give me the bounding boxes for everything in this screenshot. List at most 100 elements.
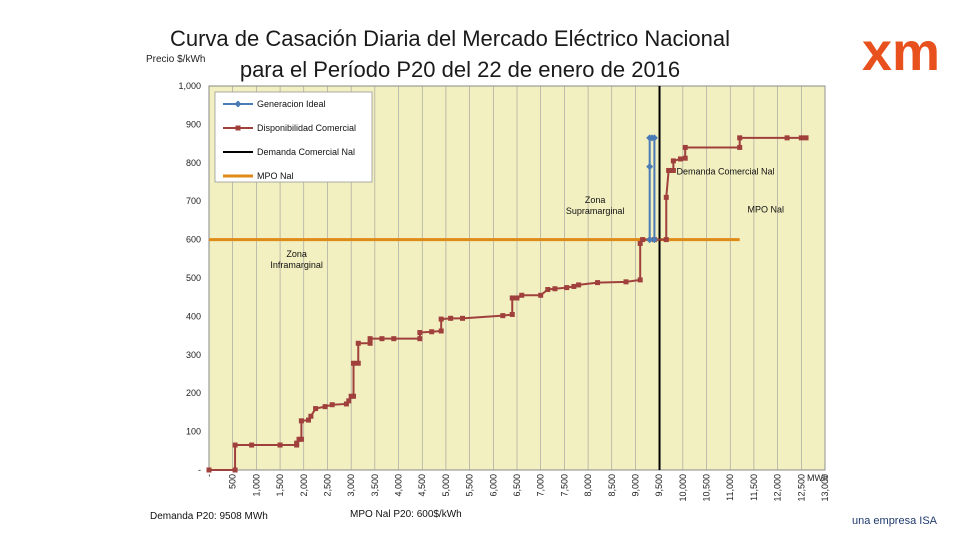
data-point-disponibilidad-comercial [346, 398, 352, 404]
data-point-disponibilidad-comercial [438, 328, 444, 334]
chart-title-line2: para el Período P20 del 22 de enero de 2… [239, 57, 681, 82]
data-point-disponibilidad-comercial [500, 313, 506, 319]
data-point-disponibilidad-comercial [429, 329, 435, 335]
data-point-generacion-ideal [650, 236, 658, 244]
data-point-disponibilidad-comercial [206, 467, 212, 473]
y-tick-label: 600 [186, 235, 201, 245]
data-point-disponibilidad-comercial [595, 280, 601, 286]
x-tick-label: 500 [228, 474, 238, 489]
legend-label-demanda-comercial-nal: Demanda Comercial Nal [257, 147, 355, 157]
legend-marker-generacion-ideal [234, 100, 242, 108]
data-point-disponibilidad-comercial [322, 404, 328, 410]
data-point-disponibilidad-comercial [232, 442, 238, 448]
x-tick-label: 1,500 [275, 474, 285, 497]
data-point-disponibilidad-comercial [277, 442, 283, 448]
data-point-disponibilidad-comercial [460, 315, 466, 321]
x-tick-label: - [204, 474, 214, 477]
legend-label-disponibilidad-comercial: Disponibilidad Comercial [257, 123, 356, 133]
x-tick-label: 2,500 [322, 474, 332, 497]
data-point-disponibilidad-comercial [306, 417, 312, 423]
y-tick-label: 100 [186, 427, 201, 437]
data-point-disponibilidad-comercial [329, 402, 335, 408]
xm-logo-text: xm [862, 22, 940, 82]
annotation-zona-supramarginal-line2: Supramarginal [566, 206, 625, 216]
x-tick-label: 13,000 [820, 474, 830, 502]
data-point-disponibilidad-comercial [637, 240, 643, 246]
annotation-mpo-nal: MPO Nal [748, 205, 785, 215]
data-point-disponibilidad-comercial [677, 156, 683, 162]
data-point-disponibilidad-comercial [552, 286, 558, 292]
data-point-disponibilidad-comercial [298, 436, 304, 442]
chart-title-line1: Curva de Casación Diaria del Mercado Elé… [169, 26, 731, 51]
data-point-disponibilidad-comercial [682, 155, 688, 161]
data-point-disponibilidad-comercial [308, 413, 314, 419]
data-point-disponibilidad-comercial [417, 336, 423, 342]
data-point-disponibilidad-comercial [545, 287, 551, 293]
data-point-disponibilidad-comercial [666, 167, 672, 173]
data-point-disponibilidad-comercial [298, 418, 304, 424]
legend-marker-disponibilidad-comercial [235, 125, 241, 131]
data-point-disponibilidad-comercial [538, 292, 544, 298]
x-tick-label: 7,000 [536, 474, 546, 497]
x-tick-label: 3,500 [370, 474, 380, 497]
data-point-disponibilidad-comercial [313, 406, 319, 412]
legend-label-generacion-ideal: Generacion Ideal [257, 99, 326, 109]
data-point-disponibilidad-comercial [379, 336, 385, 342]
x-tick-label: 5,500 [465, 474, 475, 497]
x-tick-label: 11,500 [749, 474, 759, 501]
data-point-disponibilidad-comercial [417, 330, 423, 336]
data-point-disponibilidad-comercial [803, 135, 809, 141]
data-point-disponibilidad-comercial [294, 440, 300, 446]
data-point-disponibilidad-comercial [351, 360, 357, 366]
xm-logo: xm [862, 22, 940, 82]
data-point-disponibilidad-comercial [670, 158, 676, 164]
data-point-disponibilidad-comercial [514, 295, 520, 301]
x-tick-label: 10,500 [702, 474, 712, 502]
x-tick-label: 12,500 [796, 474, 806, 502]
x-tick-label: 10,000 [678, 474, 688, 502]
annotation-zona-inframarginal-line2: Inframarginal [270, 260, 323, 270]
x-tick-label: 2,000 [299, 474, 309, 497]
footer-brand-bar [836, 513, 960, 535]
annotation-zona-supramarginal-line1: Zona [585, 195, 606, 205]
data-point-disponibilidad-comercial [509, 311, 515, 317]
x-tick-label: 3,000 [346, 474, 356, 497]
x-tick-label: 7,500 [559, 474, 569, 497]
mpo-note: MPO Nal P20: 600$/kWh [350, 509, 462, 520]
data-point-generacion-ideal [646, 163, 654, 171]
data-point-disponibilidad-comercial [351, 393, 357, 399]
x-tick-label: 8,000 [583, 474, 593, 497]
y-tick-label: 300 [186, 350, 201, 360]
data-point-disponibilidad-comercial [784, 135, 790, 141]
data-point-disponibilidad-comercial [249, 442, 255, 448]
data-point-disponibilidad-comercial [623, 279, 629, 285]
data-point-disponibilidad-comercial [737, 144, 743, 150]
x-tick-label: 8,500 [607, 474, 617, 497]
data-point-disponibilidad-comercial [438, 316, 444, 322]
data-point-disponibilidad-comercial [564, 285, 570, 291]
data-point-disponibilidad-comercial [576, 282, 582, 288]
legend-label-mpo-nal: MPO Nal [257, 171, 294, 181]
data-point-disponibilidad-comercial [663, 194, 669, 200]
data-point-disponibilidad-comercial [448, 315, 454, 321]
y-tick-label: 900 [186, 119, 201, 129]
x-tick-label: 6,500 [512, 474, 522, 497]
x-tick-label: 11,000 [725, 474, 735, 501]
data-point-disponibilidad-comercial [737, 135, 743, 141]
x-tick-label: 5,000 [441, 474, 451, 497]
data-point-disponibilidad-comercial [571, 283, 577, 289]
data-point-disponibilidad-comercial [355, 340, 361, 346]
x-tick-label: 6,000 [488, 474, 498, 497]
annotation-zona-inframarginal-line1: Zona [286, 249, 307, 259]
data-point-disponibilidad-comercial [663, 237, 669, 243]
data-point-disponibilidad-comercial [232, 467, 238, 473]
data-point-disponibilidad-comercial [519, 292, 525, 298]
footer-brand-text: una empresa ISA [852, 515, 937, 527]
annotation-demanda-comercial-nal: Demanda Comercial Nal [676, 166, 774, 176]
data-point-disponibilidad-comercial [670, 167, 676, 173]
data-point-disponibilidad-comercial [798, 135, 804, 141]
y-tick-label: 1,000 [178, 81, 201, 91]
data-point-generacion-ideal [650, 134, 658, 142]
data-point-disponibilidad-comercial [640, 237, 646, 243]
